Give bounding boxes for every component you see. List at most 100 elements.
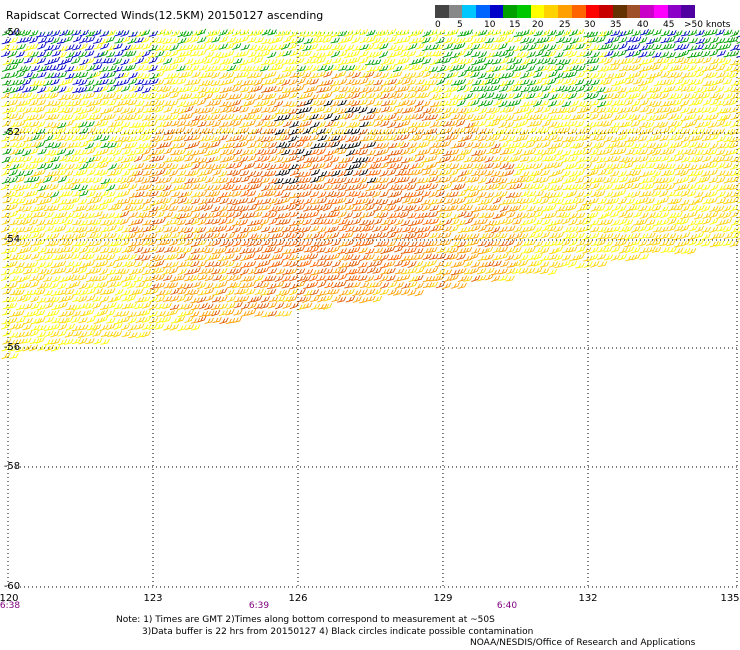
- wind-barb: [204, 142, 214, 150]
- wind-barb: [492, 50, 502, 57]
- wind-barb: [114, 100, 124, 108]
- wind-barb: [519, 233, 529, 240]
- wind-barb: [408, 43, 418, 50]
- wind-barb: [78, 43, 88, 51]
- wind-barb: [72, 205, 83, 213]
- wind-barb: [471, 134, 481, 142]
- wind-barb: [1, 309, 12, 316]
- wind-barb: [618, 92, 628, 99]
- wind-barb: [303, 240, 313, 247]
- wind-barb: [156, 121, 166, 128]
- wind-barb: [44, 225, 55, 232]
- wind-barb: [246, 247, 256, 254]
- wind-barb: [253, 127, 263, 135]
- wind-barb: [485, 107, 496, 114]
- wind-barb: [86, 232, 97, 239]
- wind-barb: [141, 233, 152, 241]
- wind-barb: [8, 246, 18, 253]
- wind-barb: [625, 113, 635, 121]
- wind-barb: [71, 274, 81, 282]
- wind-barb: [169, 239, 179, 247]
- wind-barb: [652, 226, 663, 233]
- wind-barb: [196, 43, 207, 50]
- wind-barb: [666, 233, 677, 240]
- wind-barb: [253, 211, 263, 218]
- wind-barb: [722, 150, 732, 157]
- wind-barb: [114, 318, 124, 325]
- wind-barb: [8, 227, 18, 234]
- wind-barb: [603, 210, 613, 218]
- wind-barb: [29, 163, 39, 170]
- wind-barb: [64, 93, 75, 101]
- wind-barb: [93, 52, 104, 58]
- wind-barb: [72, 35, 83, 43]
- wind-barb: [386, 267, 396, 275]
- wind-barb: [736, 90, 740, 93]
- wind-barb: [373, 92, 383, 100]
- wind-barb: [113, 203, 123, 211]
- wind-barb: [415, 141, 425, 149]
- wind-barb: [387, 99, 398, 106]
- wind-barb: [560, 126, 571, 134]
- wind-barb: [162, 50, 172, 58]
- wind-barb: [225, 225, 235, 232]
- wind-barb: [58, 217, 68, 225]
- wind-barb: [198, 274, 208, 281]
- wind-barb: [183, 226, 194, 234]
- wind-barb: [673, 30, 683, 38]
- wind-barb: [324, 281, 334, 289]
- wind-barb: [428, 198, 438, 205]
- wind-barb: [373, 43, 383, 50]
- wind-barb: [100, 240, 110, 247]
- wind-barb: [729, 163, 740, 170]
- wind-barb: [562, 136, 572, 143]
- wind-barb: [548, 232, 558, 239]
- wind-barb: [736, 110, 740, 114]
- wind-barb: [121, 226, 132, 233]
- wind-barb: [85, 253, 95, 261]
- wind-barb: [329, 225, 340, 233]
- wind-barb: [232, 119, 243, 127]
- wind-barb: [30, 231, 40, 239]
- wind-barb: [176, 100, 187, 108]
- wind-barb: [665, 183, 676, 191]
- wind-barb: [554, 127, 565, 134]
- wind-barb: [562, 78, 572, 85]
- wind-barb: [168, 267, 179, 275]
- wind-barb: [674, 84, 684, 92]
- wind-barb: [527, 126, 538, 134]
- wind-barb: [239, 155, 249, 164]
- wind-barb: [330, 121, 340, 128]
- wind-barb: [22, 92, 33, 99]
- wind-barb: [471, 163, 481, 170]
- wind-barb: [274, 205, 285, 212]
- wind-barb: [646, 114, 656, 122]
- wind-barb: [596, 156, 606, 164]
- wind-barb: [142, 170, 153, 176]
- wind-barb: [99, 30, 110, 37]
- wind-barb: [156, 282, 166, 289]
- wind-barb: [603, 246, 613, 253]
- wind-barb: [457, 210, 467, 218]
- wind-barb: [730, 44, 740, 52]
- wind-barb: [659, 148, 670, 156]
- wind-barb: [547, 211, 558, 219]
- wind-barb: [526, 114, 536, 121]
- wind-barb: [716, 219, 726, 227]
- wind-barb: [470, 99, 480, 106]
- wind-barb: [183, 211, 193, 219]
- wind-barb: [1, 92, 11, 99]
- wind-barb: [275, 162, 286, 170]
- wind-barb: [163, 147, 173, 155]
- wind-barb: [254, 135, 265, 143]
- wind-barb: [205, 43, 215, 51]
- wind-barb: [421, 92, 431, 99]
- wind-barb: [597, 169, 607, 176]
- legend-swatch: [476, 5, 491, 18]
- wind-barb: [723, 141, 734, 149]
- wind-barb: [51, 100, 61, 107]
- wind-barb: [569, 183, 579, 191]
- wind-barb: [337, 30, 348, 37]
- wind-barb: [310, 269, 320, 276]
- wind-barb: [23, 57, 34, 64]
